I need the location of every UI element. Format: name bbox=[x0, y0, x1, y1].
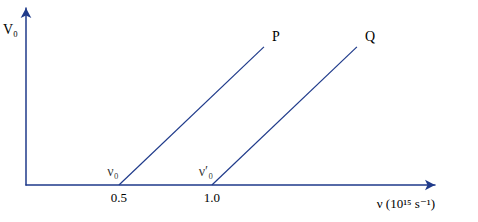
svg-text:0.5: 0.5 bbox=[111, 190, 127, 205]
svg-text:ν (10¹⁵ s⁻¹): ν (10¹⁵ s⁻¹) bbox=[377, 196, 435, 211]
svg-text:ν₀: ν₀ bbox=[107, 164, 118, 179]
svg-text:P: P bbox=[272, 29, 280, 44]
svg-text:ν′₀: ν′₀ bbox=[199, 164, 213, 179]
svg-text:1.0: 1.0 bbox=[204, 190, 220, 205]
svg-text:Q: Q bbox=[365, 29, 375, 44]
svg-text:V₀: V₀ bbox=[3, 22, 18, 37]
